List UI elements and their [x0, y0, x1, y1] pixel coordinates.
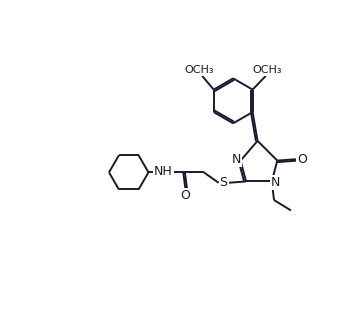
Text: O: O	[180, 189, 190, 202]
Text: N: N	[271, 176, 280, 189]
Text: OCH₃: OCH₃	[185, 65, 214, 75]
Text: N: N	[232, 153, 241, 166]
Text: NH: NH	[154, 165, 173, 178]
Text: O: O	[297, 153, 307, 166]
Text: OCH₃: OCH₃	[252, 65, 282, 75]
Text: S: S	[220, 176, 227, 189]
